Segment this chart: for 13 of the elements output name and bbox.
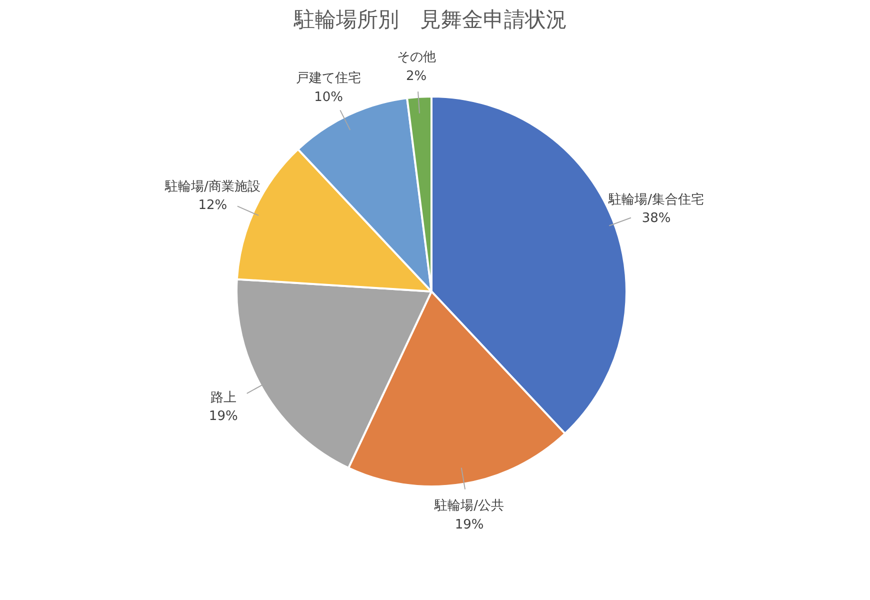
data-label: 19%	[454, 517, 484, 532]
slice-label: 路上	[210, 390, 236, 406]
slice-label: 駐輪場/集合住宅	[608, 191, 704, 208]
slice-label: 駐輪場/商業施設	[164, 179, 260, 194]
slice-label: 駐輪場/公共	[434, 498, 504, 514]
chart-title: 駐輪場所別 見舞金申請状況	[293, 8, 567, 32]
data-label: 19%	[208, 409, 238, 424]
slice-label: その他	[396, 50, 436, 66]
slice-label: 戸建て住宅	[296, 70, 362, 86]
data-label: 12%	[198, 198, 228, 214]
data-label: 2%	[406, 68, 427, 84]
data-label: 38%	[642, 211, 671, 226]
data-label: 10%	[314, 90, 344, 105]
